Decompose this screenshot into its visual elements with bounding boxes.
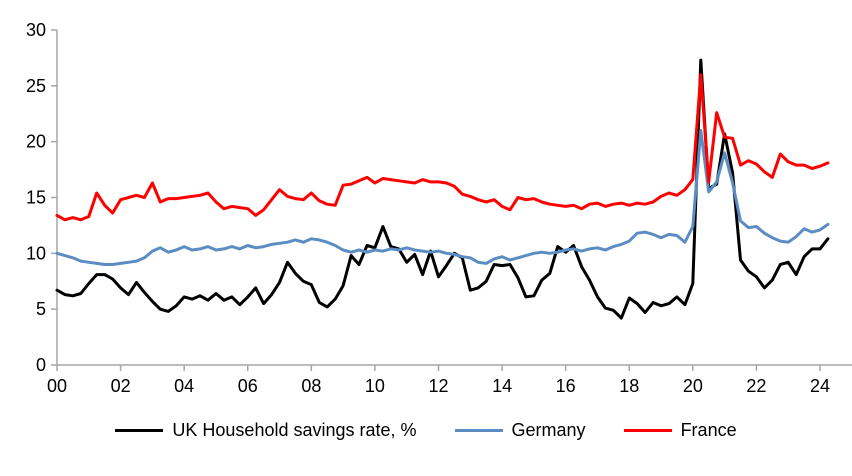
x-tick-label: 16 xyxy=(556,376,576,396)
x-tick-label: 10 xyxy=(365,376,385,396)
germany-line-swatch xyxy=(454,429,503,432)
x-tick-label: 14 xyxy=(492,376,512,396)
legend-label-germany: Germany xyxy=(511,420,586,440)
y-tick-label: 20 xyxy=(26,132,46,152)
y-tick-label: 0 xyxy=(36,355,46,375)
x-tick-label: 20 xyxy=(683,376,703,396)
x-tick-label: 18 xyxy=(619,376,639,396)
x-tick-label: 24 xyxy=(810,376,830,396)
series-line-2 xyxy=(55,73,830,222)
france-line-swatch xyxy=(623,429,672,432)
legend-item-france: France xyxy=(623,420,737,441)
x-tick-label: 00 xyxy=(47,376,67,396)
y-tick-label: 5 xyxy=(36,299,46,319)
x-tick-label: 22 xyxy=(746,376,766,396)
legend-label-france: France xyxy=(680,420,737,440)
legend-label-uk: UK Household savings rate, % xyxy=(172,420,417,440)
x-tick-label: 06 xyxy=(238,376,258,396)
legend-item-uk: UK Household savings rate, % xyxy=(115,420,417,441)
y-tick-label: 30 xyxy=(26,20,46,40)
series-line-1 xyxy=(55,129,830,266)
y-tick-label: 15 xyxy=(26,188,46,208)
chart-legend: UK Household savings rate, % Germany Fra… xyxy=(0,420,852,441)
y-tick-label: 25 xyxy=(26,76,46,96)
legend-item-germany: Germany xyxy=(454,420,586,441)
y-tick-label: 10 xyxy=(26,243,46,263)
chart-plot-area: 0 5 10 15 20 25 30 00 02 04 06 08 10 12 14 16 18 20 22 24 xyxy=(26,20,852,396)
x-tick-label: 02 xyxy=(111,376,131,396)
x-tick-label: 12 xyxy=(428,376,448,396)
x-tick-label: 08 xyxy=(301,376,321,396)
uk-line-swatch xyxy=(115,429,164,432)
x-tick-label: 04 xyxy=(174,376,194,396)
